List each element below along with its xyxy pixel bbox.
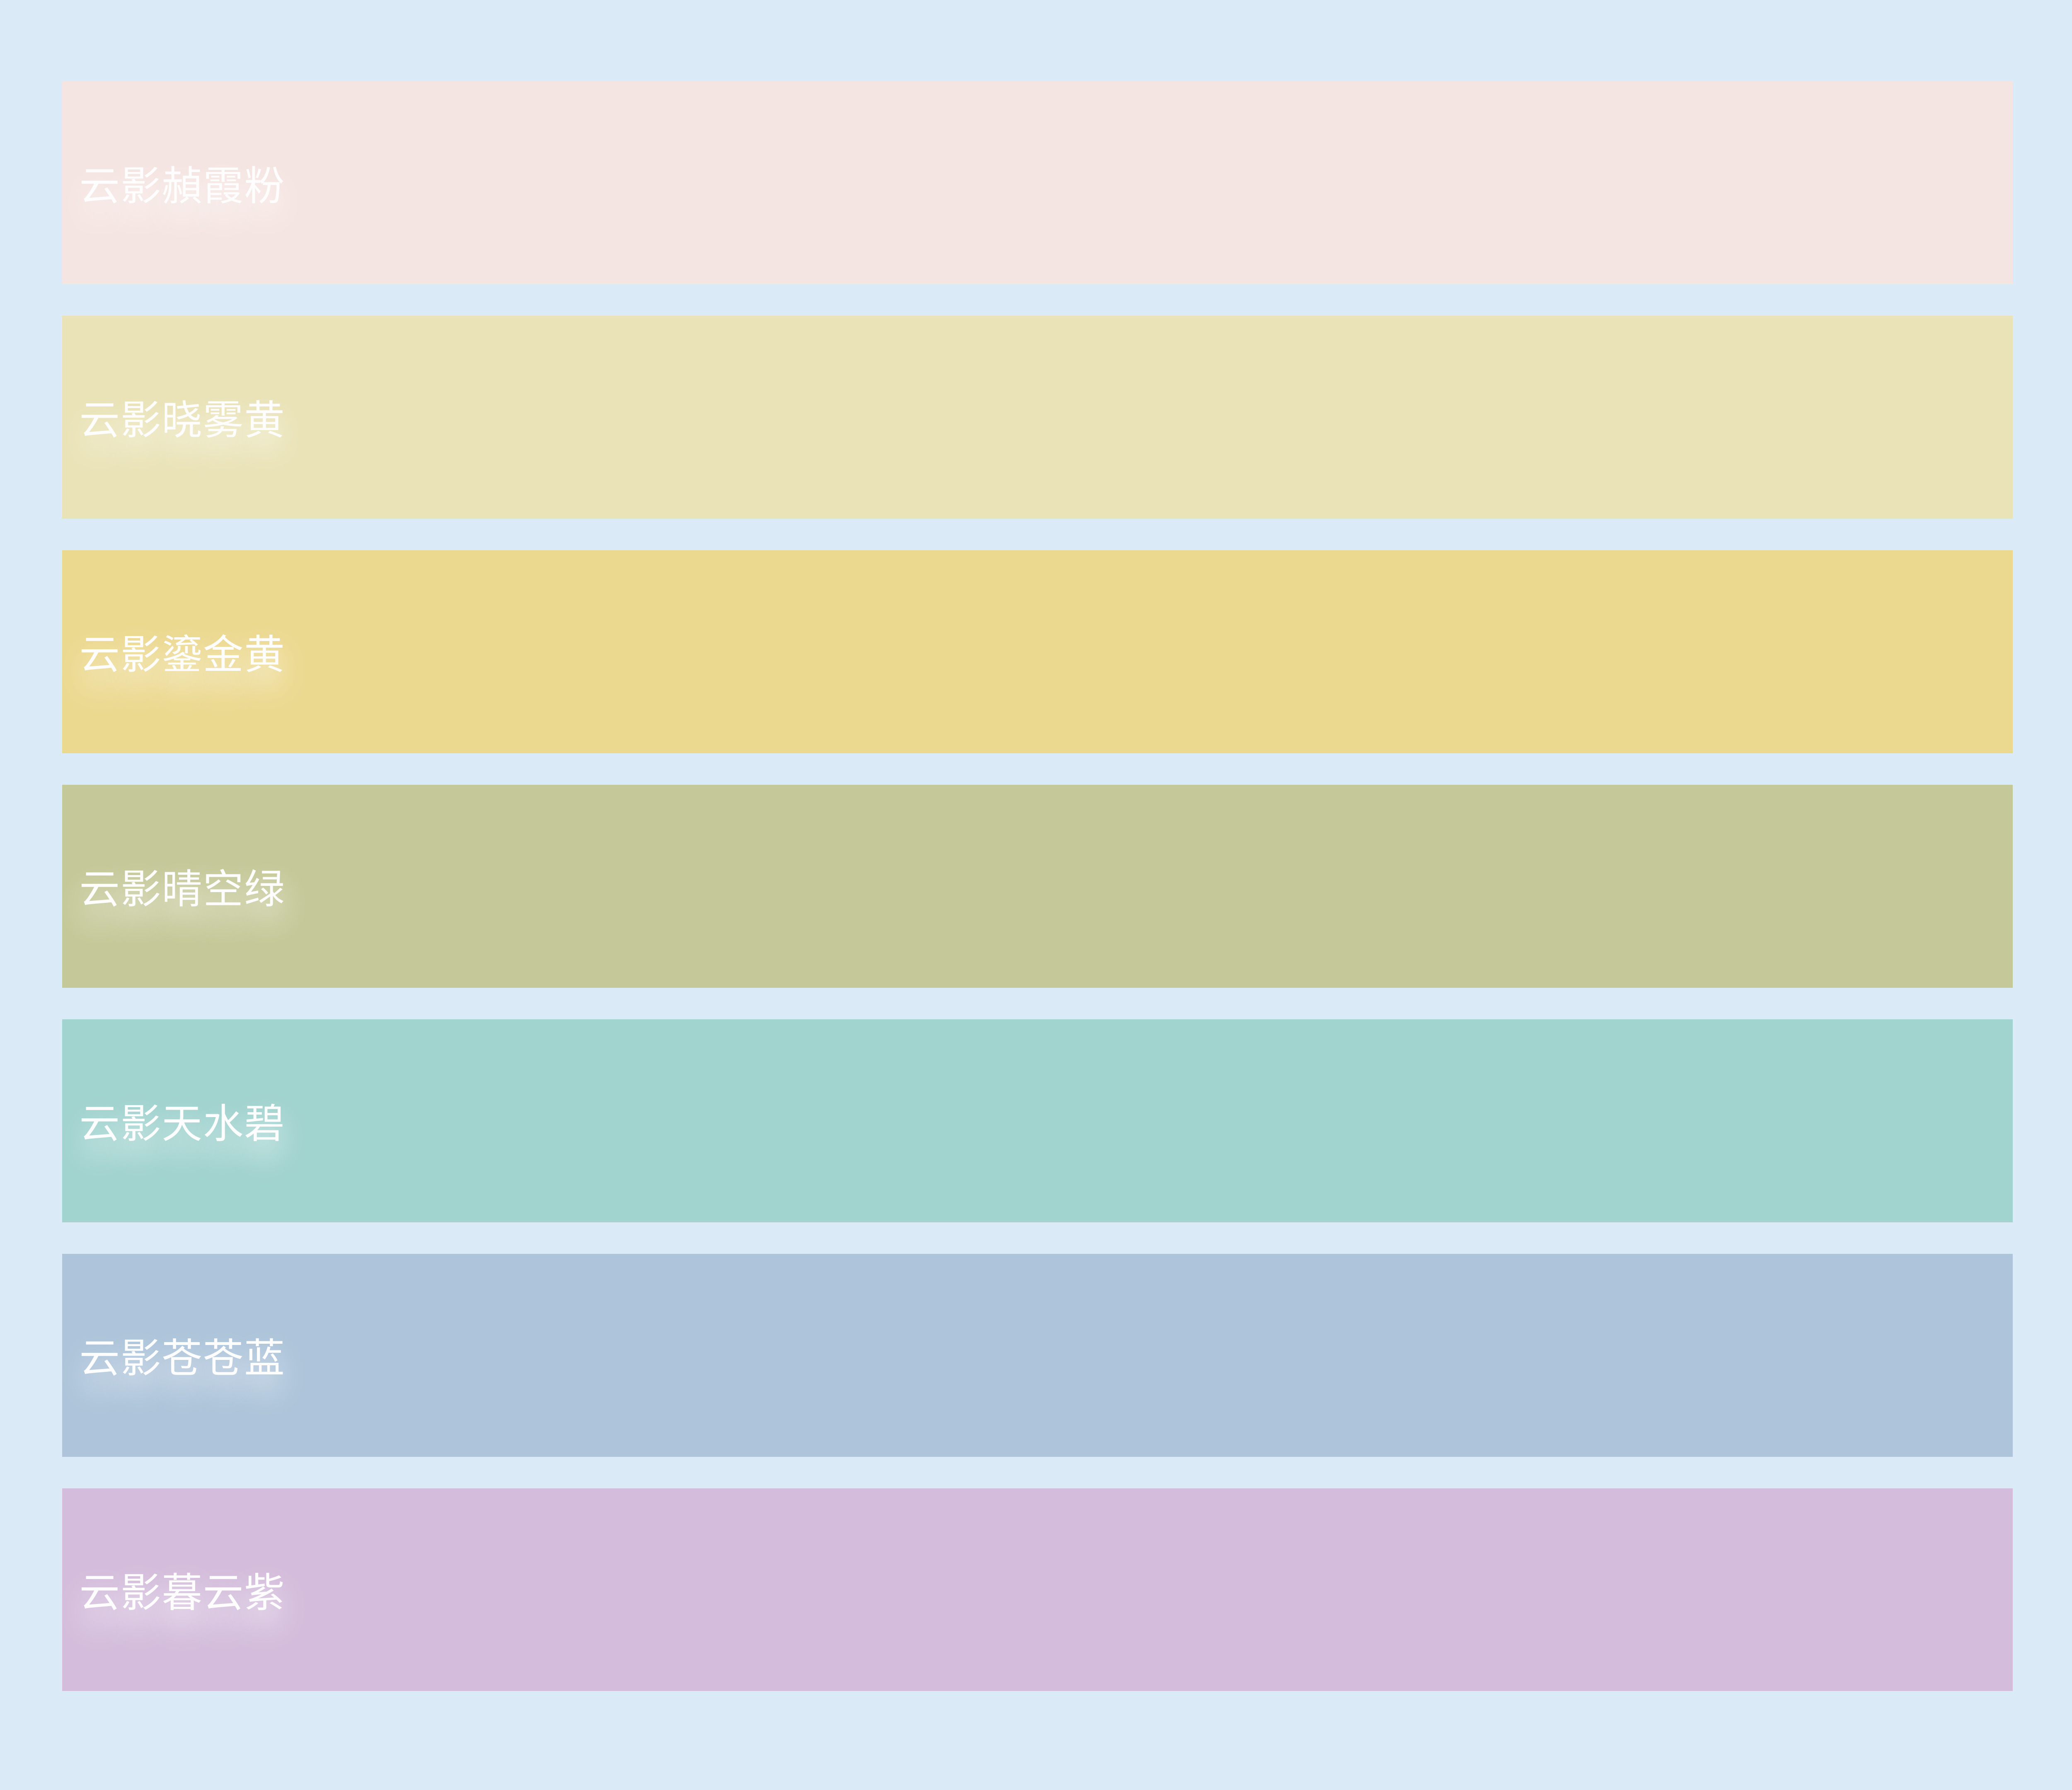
- swatch-label: 云影晴空绿: [79, 867, 286, 912]
- swatch-label: 云影赬霞粉: [79, 163, 286, 209]
- swatch-label: 云影天水碧: [79, 1101, 286, 1147]
- swatch-label: 云影苍苍蓝: [79, 1336, 286, 1381]
- palette-swatch: 云影赬霞粉: [62, 81, 2013, 284]
- palette-swatch: 云影鎏金黄: [62, 550, 2013, 753]
- palette-swatch: 云影暮云紫: [62, 1488, 2013, 1691]
- swatch-label: 云影鎏金黄: [79, 632, 286, 678]
- palette-swatch: 云影晓雾黄: [62, 316, 2013, 519]
- palette-swatch: 云影晴空绿: [62, 784, 2013, 988]
- swatch-label: 云影暮云紫: [79, 1570, 286, 1616]
- palette-swatch: 云影苍苍蓝: [62, 1253, 2013, 1457]
- palette-swatch-list: 云影赬霞粉 云影晓雾黄 云影鎏金黄 云影晴空绿 云影天水碧 云影苍苍蓝 云影暮云…: [62, 81, 2013, 1691]
- swatch-label: 云影晓雾黄: [79, 398, 286, 443]
- palette-swatch: 云影天水碧: [62, 1019, 2013, 1222]
